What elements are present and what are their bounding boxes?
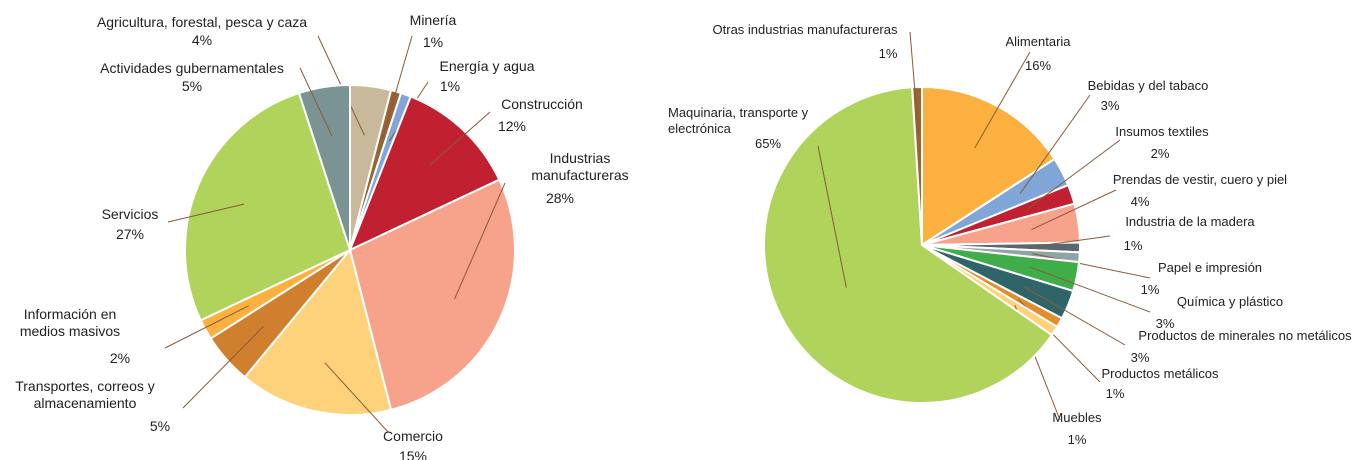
slice-value: 3% (1130, 350, 1150, 365)
slice-label: Otras industrias manufactureras (712, 22, 898, 37)
slice-label: Alimentaria (1005, 34, 1071, 49)
slice-label: Industria de la madera (1125, 214, 1255, 229)
slice-label: Productos de minerales no metálicos (1138, 328, 1352, 343)
slice-label: Bebidas y del tabaco (1087, 78, 1209, 93)
slice-value: 1% (1105, 386, 1125, 401)
slice-label: Minería (409, 12, 457, 28)
pie-slice (184, 91, 352, 322)
slice-value: 4% (1130, 194, 1150, 209)
slice-value: 28% (545, 190, 575, 206)
leader-line (381, 35, 413, 140)
slice-label: Insumos textiles (1115, 124, 1209, 139)
leader-line (428, 111, 491, 167)
leader-line (909, 31, 920, 135)
pie-slice (243, 247, 393, 416)
slice-value: 3% (1100, 98, 1120, 113)
leader-line (164, 305, 250, 349)
pie-slice (921, 85, 1056, 247)
slice-value: 1% (439, 78, 461, 94)
slice-value: 1% (1123, 238, 1143, 253)
slice-label: Muebles (1052, 410, 1102, 425)
leader-line (1030, 266, 1151, 313)
slice-label: Construcción (501, 96, 583, 112)
leader-line (1032, 253, 1151, 279)
slice-label: Productos metálicos (1101, 366, 1219, 381)
slice-label: Maquinaria, transporte y electrónica (668, 105, 809, 136)
slice-label: Transportes, correos y almacenamiento (15, 378, 155, 411)
pie-slice (911, 85, 923, 246)
slice-label: Química y plástico (1176, 294, 1284, 309)
slice-value: 1% (1140, 282, 1160, 297)
slice-label: Industrias manufactureras (531, 150, 629, 183)
slice-label: Actividades gubernamentales (100, 60, 284, 76)
slice-value: 1% (1067, 432, 1087, 447)
leader-line (1031, 189, 1117, 231)
slice-label: Servicios (101, 206, 159, 222)
slice-value: 2% (109, 350, 131, 366)
leader-line (1032, 235, 1111, 248)
leader-line (454, 182, 506, 300)
slice-value: 5% (181, 78, 203, 94)
leader-line (324, 362, 389, 433)
slice-value: 65% (754, 136, 782, 151)
slice-label: Prendas de vestir, cuero y piel (1112, 172, 1288, 187)
pie-slice (763, 86, 1054, 404)
pie-slice (348, 178, 516, 412)
leader-line (1019, 94, 1091, 195)
slice-label: Agricultura, forestal, pesca y caza (96, 14, 308, 30)
slice-value: 1% (422, 34, 444, 50)
leader-line (182, 326, 264, 409)
slice-label: Energía y agua (439, 58, 535, 74)
pie-slice (348, 95, 501, 252)
slice-value: 5% (149, 418, 171, 434)
leader-line (817, 145, 847, 288)
slice-value: 16% (1024, 58, 1052, 73)
slice-label: Papel e impresión (1157, 260, 1263, 275)
leader-line (299, 67, 333, 137)
leader-line (1026, 139, 1121, 210)
slice-value: 27% (115, 226, 145, 242)
slice-label: Comercio (383, 428, 443, 444)
slice-value: 3% (1155, 316, 1175, 331)
leader-line (974, 51, 1031, 149)
slice-label: Información en medios masivos (19, 306, 121, 339)
slice-value: 1% (878, 46, 898, 61)
slice-value: 15% (398, 448, 428, 460)
slice-value: 2% (1150, 146, 1170, 161)
slice-value: 12% (497, 118, 527, 134)
leader-line (1024, 286, 1126, 346)
slice-value: 4% (191, 32, 213, 48)
leader-line (167, 203, 245, 223)
pie-slice (297, 83, 351, 251)
